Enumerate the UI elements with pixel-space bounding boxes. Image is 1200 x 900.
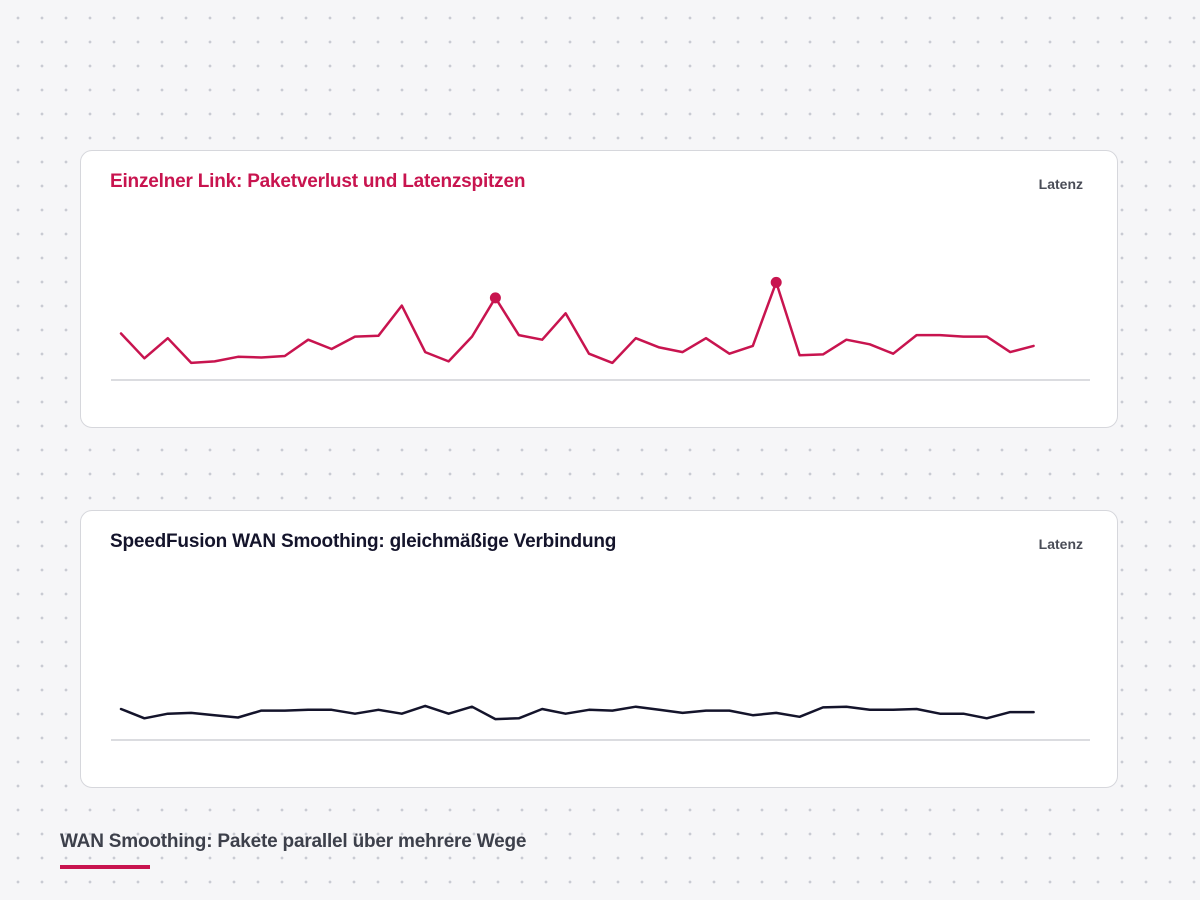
- chart-title: SpeedFusion WAN Smoothing: gleichmäßige …: [110, 531, 617, 552]
- footer-caption: WAN Smoothing: Pakete parallel über mehr…: [60, 831, 527, 852]
- chart-metric-label: Latenz: [1038, 536, 1083, 552]
- footer-underline: [60, 865, 150, 869]
- chart-metric-label: Latenz: [1038, 176, 1083, 192]
- latency-spike-point: [489, 292, 501, 304]
- chart-card-wan-smoothing: SpeedFusion WAN Smoothing: gleichmäßige …: [80, 510, 1118, 788]
- latency-line: [119, 281, 1035, 365]
- latency-chart-wan-smoothing: [111, 704, 1090, 741]
- latency-chart-single-link: [111, 276, 1090, 381]
- latency-spike-point: [770, 276, 782, 288]
- chart-card-single-link: Einzelner Link: Paketverlust und Latenzs…: [80, 150, 1118, 428]
- chart-title: Einzelner Link: Paketverlust und Latenzs…: [110, 171, 526, 192]
- latency-line: [119, 704, 1035, 721]
